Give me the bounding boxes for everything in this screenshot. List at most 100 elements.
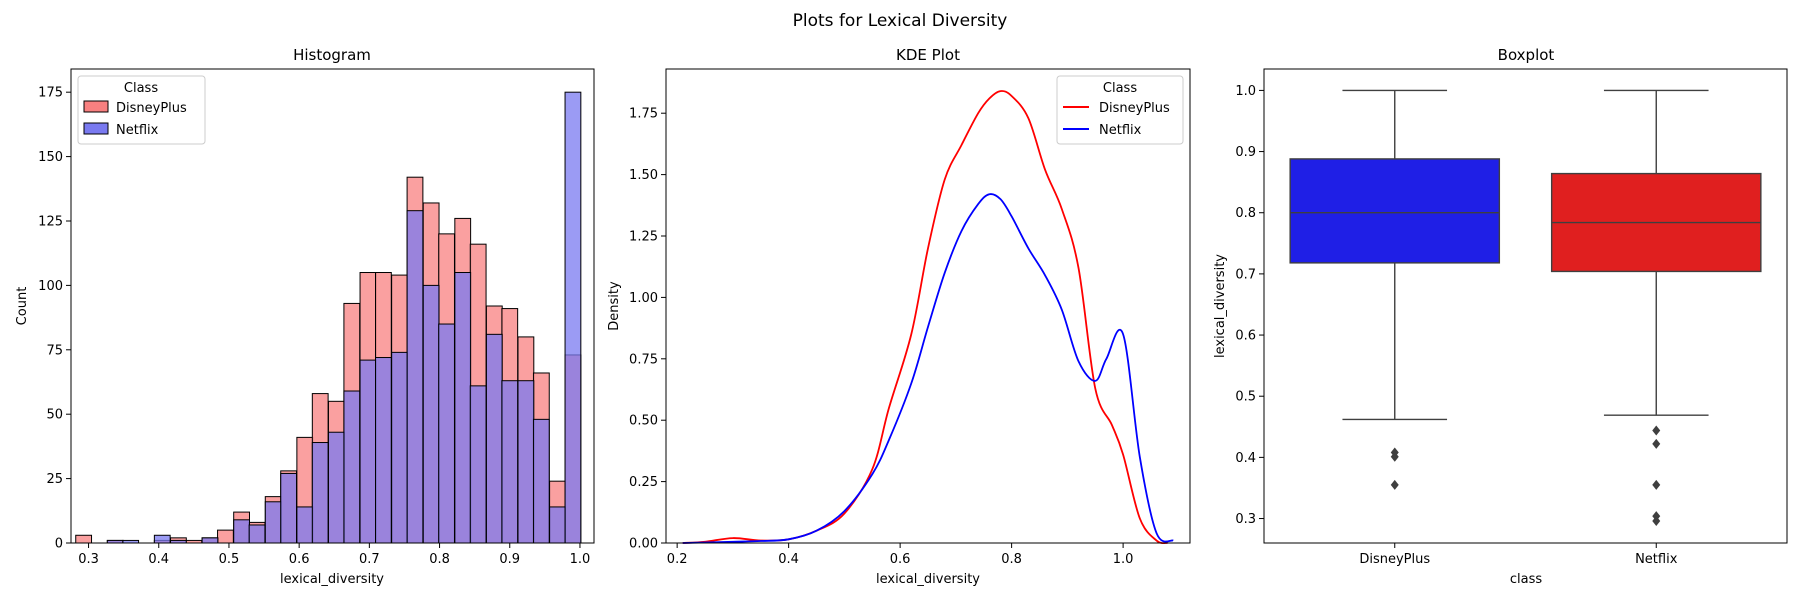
boxplot-boxes: [1289, 89, 1762, 526]
box-group-disneyplus: [1289, 89, 1501, 490]
histogram-bar-netflix: [549, 506, 566, 544]
kde-x-tick-label: 0.6: [890, 552, 911, 567]
kde-legend-label-netflix: Netflix: [1099, 123, 1142, 138]
histogram-legend-swatch-netflix: [83, 122, 109, 135]
histogram-bar-netflix: [201, 537, 219, 544]
kde-x-tick-label: 0.2: [667, 552, 688, 567]
histogram-bar-netflix: [391, 351, 408, 544]
histogram-legend-label-disneyplus: DisneyPlus: [116, 101, 187, 116]
boxplot-y-tick-label: 0.3: [1235, 512, 1256, 527]
histogram-bar-netflix: [153, 534, 171, 544]
histogram-bar-netflix: [311, 442, 329, 544]
histogram-bar-netflix: [296, 506, 314, 544]
kde-line-netflix: [682, 193, 1174, 544]
kde-y-tick-label: 0.50: [629, 414, 658, 429]
boxplot-y-tick-label: 1.0: [1235, 84, 1256, 99]
histogram-bar-netflix: [359, 359, 377, 544]
kde-y-tick-label: 1.25: [629, 230, 658, 245]
kde-y-tick-label: 0.25: [629, 475, 658, 490]
histogram-y-tick-label: 0: [55, 537, 63, 552]
boxplot-y-tick-label: 0.6: [1235, 329, 1256, 344]
histogram-bar-netflix: [327, 431, 345, 544]
kde-line-disneyplus: [682, 90, 1168, 545]
histogram-bar-netflix: [532, 418, 550, 544]
histogram-bar-netflix: [517, 380, 535, 544]
histogram-bar-netflix: [454, 272, 472, 544]
histogram-bar-netflix: [422, 284, 440, 544]
kde-y-tick-label: 1.50: [629, 168, 658, 183]
kde-legend-title: Class: [1103, 81, 1137, 96]
histogram-bars: [75, 91, 582, 544]
histogram-x-tick-label: 0.9: [499, 552, 520, 567]
outlier-netflix: [1652, 425, 1661, 436]
boxplot-x-ticks: DisneyPlus Netflix: [1359, 543, 1678, 567]
kde-curves: [682, 90, 1174, 545]
histogram-bar-netflix: [406, 210, 424, 544]
histogram-bar-netflix: [233, 519, 250, 544]
histogram-bar-netflix: [248, 524, 266, 544]
histogram-legend: Class DisneyPlus Netflix: [77, 75, 206, 145]
histogram-bar-netflix: [469, 385, 487, 544]
histogram-x-tick-label: 0.4: [148, 552, 169, 567]
histogram-x-tick-label: 0.3: [78, 552, 99, 567]
kde-y-label: Density: [607, 281, 622, 331]
boxplot-y-ticks: 0.3 0.4 0.5 0.6 0.7 0.8 0.9 1.0: [1235, 84, 1264, 527]
histogram-x-tick-label: 0.6: [289, 552, 310, 567]
boxplot-x-tick-label: Netflix: [1635, 552, 1678, 567]
histogram-y-tick-label: 100: [38, 279, 63, 294]
histogram-legend-box: [77, 75, 206, 145]
histogram-x-ticks: 0.3 0.4 0.5 0.6 0.7 0.8 0.9 1.0: [78, 543, 590, 567]
kde-legend-label-disneyplus: DisneyPlus: [1099, 101, 1170, 116]
boxplot-x-label: class: [1510, 572, 1542, 587]
kde-title: KDE Plot: [896, 46, 960, 64]
boxplot-y-tick-label: 0.7: [1235, 267, 1256, 282]
histogram-y-tick-label: 125: [38, 214, 63, 229]
boxplot-y-tick-label: 0.4: [1235, 451, 1256, 466]
boxplot-x-tick-label: DisneyPlus: [1359, 552, 1430, 567]
histogram-title: Histogram: [293, 46, 371, 64]
histogram-bar-netflix: [374, 357, 392, 544]
box-group-netflix: [1550, 89, 1762, 526]
boxplot-y-label: lexical_diversity: [1213, 254, 1228, 358]
kde-x-label: lexical_diversity: [876, 572, 980, 587]
histogram-axes-frame: [70, 68, 595, 544]
kde-y-tick-label: 0.00: [629, 537, 658, 552]
histogram-y-tick-label: 75: [46, 343, 63, 358]
histogram-bar-netflix: [438, 323, 455, 544]
outlier-disneyplus: [1390, 451, 1399, 462]
kde-legend-box: [1056, 75, 1184, 145]
kde-x-tick-label: 0.8: [1001, 552, 1022, 567]
kde-x-tick-label: 1.0: [1113, 552, 1134, 567]
histogram-legend-swatch-disneyplus: [83, 100, 109, 113]
kde-x-tick-label: 0.4: [778, 552, 799, 567]
histogram-y-label: Count: [15, 287, 30, 326]
histogram-legend-title: Class: [124, 81, 158, 96]
kde-y-tick-label: 1.00: [629, 291, 658, 306]
histogram-y-tick-label: 25: [46, 472, 63, 487]
kde-axes-frame: [665, 68, 1191, 544]
kde-x-ticks: 0.2 0.4 0.6 0.8 1.0: [667, 543, 1134, 567]
histogram-bar-disneyplus: [217, 529, 234, 544]
boxplot-y-tick-label: 0.5: [1235, 390, 1256, 405]
outlier-netflix: [1652, 479, 1661, 490]
outlier-disneyplus: [1390, 479, 1399, 490]
histogram-legend-label-netflix: Netflix: [116, 123, 159, 138]
figure-title: Plots for Lexical Diversity: [793, 11, 1008, 31]
histogram-x-tick-label: 1.0: [570, 552, 591, 567]
histogram-x-tick-label: 0.7: [359, 552, 380, 567]
outlier-netflix: [1652, 438, 1661, 449]
boxplot-axes-frame: [1263, 68, 1788, 544]
histogram-panel: Histogram 0.3 0.4 0.5 0.6 0.7 0.8 0.9 1.0 0 25 50…: [15, 46, 595, 587]
kde-legend: Class DisneyPlus Netflix: [1056, 75, 1184, 145]
histogram-bar-netflix: [280, 472, 298, 544]
boxplot-panel: Boxplot DisneyPlus Netflix 0.3 0.4 0.5 0.6 0.…: [1213, 46, 1788, 587]
histogram-y-tick-label: 50: [46, 408, 63, 423]
histogram-bar-netflix: [264, 501, 282, 544]
histogram-x-tick-label: 0.8: [429, 552, 450, 567]
histogram-x-tick-label: 0.5: [219, 552, 240, 567]
histogram-bar-disneyplus: [75, 534, 93, 544]
boxplot-title: Boxplot: [1498, 46, 1555, 64]
kde-panel: KDE Plot 0.2 0.4 0.6 0.8 1.0 0.00 0.25 0.50 0.7…: [607, 46, 1191, 587]
histogram-x-label: lexical_diversity: [280, 572, 384, 587]
